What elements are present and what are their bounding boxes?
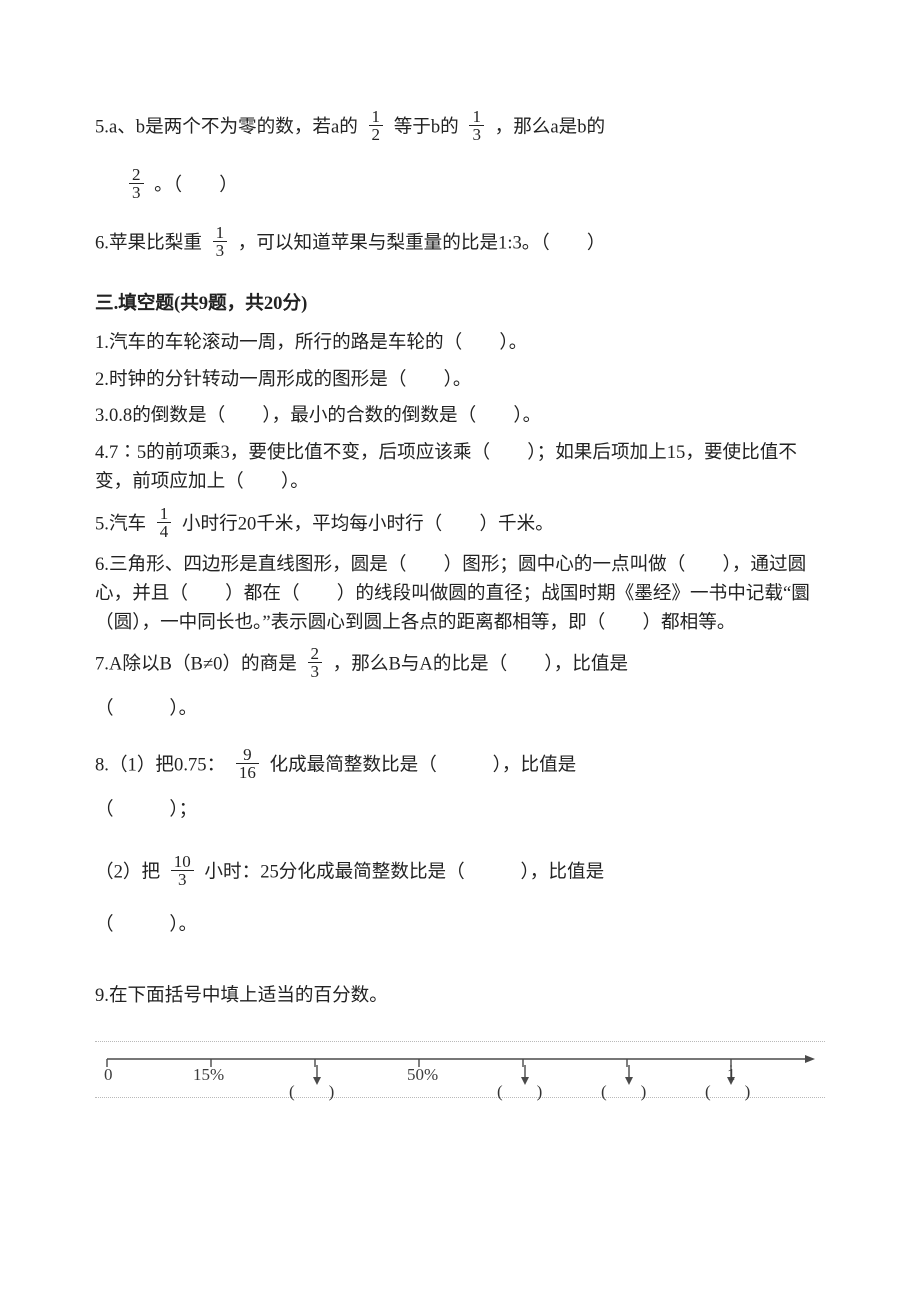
fill-q8-p2-line2: （ ）。 bbox=[95, 911, 825, 940]
fraction-9-16: 9 16 bbox=[236, 746, 259, 782]
fraction-10-3: 10 3 bbox=[171, 853, 194, 889]
fraction-1-3b: 1 3 bbox=[213, 224, 228, 260]
q6-pre: 6.苹果比梨重 bbox=[95, 232, 202, 253]
fill-q8-p2-after: 小时：25分化成最简整数比是（ ），比值是 bbox=[204, 861, 604, 882]
fraction-1-2: 1 2 bbox=[369, 108, 384, 144]
fill-q7-pre: 7.A除以B（B≠0）的商是 bbox=[95, 654, 297, 675]
fill-q5-after: 小时行20千米，平均每小时行（ ）千米。 bbox=[182, 513, 554, 534]
fill-q2: 2.时钟的分针转动一周形成的图形是（ ）。 bbox=[95, 366, 825, 395]
fill-q6: 6.三角形、四边形是直线图形，圆是（ ）图形；圆中心的一点叫做（ ），通过圆心，… bbox=[95, 551, 825, 637]
fraction-1-4: 1 4 bbox=[157, 505, 172, 541]
numberline-blank: ( ) bbox=[289, 1079, 334, 1105]
page: 5.a、b是两个不为零的数，若a的 1 2 等于b的 1 3 ，那么a是b的 2… bbox=[0, 0, 920, 1302]
numberline-label: 50% bbox=[407, 1062, 438, 1088]
section-3-title: 三.填空题(共9题，共20分) bbox=[95, 290, 825, 319]
numberline-blank: ( ) bbox=[601, 1079, 646, 1105]
fraction-1-3: 1 3 bbox=[469, 108, 484, 144]
q5-pre: 5.a、b是两个不为零的数，若a的 bbox=[95, 116, 358, 137]
fraction-2-3: 2 3 bbox=[129, 166, 144, 202]
numberline-blank: ( ) bbox=[497, 1079, 542, 1105]
fill-q8-p1: 8.（1）把0.75： 9 16 化成最简整数比是（ ），比值是 bbox=[95, 748, 825, 784]
fill-q8-p2: （2）把 10 3 小时：25分化成最简整数比是（ ），比值是 bbox=[95, 855, 825, 891]
fill-q7-line2: （ ）。 bbox=[95, 695, 825, 724]
dotted-guide bbox=[95, 1041, 825, 1043]
fill-q9-prompt: 9.在下面括号中填上适当的百分数。 bbox=[95, 982, 825, 1011]
numberline: 015%50%1( )( )( )( ) bbox=[95, 1041, 825, 1105]
fill-q5-pre: 5.汽车 bbox=[95, 513, 146, 534]
q5-after: ，那么a是b的 bbox=[495, 116, 606, 137]
fill-q7: 7.A除以B（B≠0）的商是 2 3 ，那么B与A的比是（ ），比值是 bbox=[95, 647, 825, 683]
q5-tail: 。（ ） bbox=[154, 174, 238, 195]
fill-q7-after: ，那么B与A的比是（ ），比值是 bbox=[333, 654, 628, 675]
fill-q1: 1.汽车的车轮滚动一周，所行的路是车轮的（ ）。 bbox=[95, 329, 825, 358]
fill-q5: 5.汽车 1 4 小时行20千米，平均每小时行（ ）千米。 bbox=[95, 507, 825, 543]
numberline-label: 15% bbox=[193, 1062, 224, 1088]
numberline-label: 0 bbox=[104, 1062, 113, 1088]
q5-mid: 等于b的 bbox=[394, 116, 459, 137]
fill-q8-p1-line2: （ ）； bbox=[95, 796, 825, 825]
q6-after: ，可以知道苹果与梨重量的比是1:3。（ ） bbox=[238, 232, 606, 253]
question-2-5: 5.a、b是两个不为零的数，若a的 1 2 等于b的 1 3 ，那么a是b的 bbox=[95, 110, 825, 146]
fill-q4: 4.7∶5的前项乘3，要使比值不变，后项应该乘（ ）；如果后项加上15，要使比值… bbox=[95, 439, 825, 497]
numberline-blank: ( ) bbox=[705, 1079, 750, 1105]
fill-q3: 3.0.8的倒数是（ ），最小的合数的倒数是（ ）。 bbox=[95, 402, 825, 431]
fill-q8-p2-pre: （2）把 bbox=[95, 861, 160, 882]
question-2-5-line2: 2 3 。（ ） bbox=[123, 168, 825, 204]
fraction-2-3b: 2 3 bbox=[308, 645, 323, 681]
question-2-6: 6.苹果比梨重 1 3 ，可以知道苹果与梨重量的比是1:3。（ ） bbox=[95, 226, 825, 262]
fill-q8-p1-after: 化成最简整数比是（ ），比值是 bbox=[269, 754, 576, 775]
fill-q8-p1-pre: 8.（1）把0.75： bbox=[95, 754, 225, 775]
